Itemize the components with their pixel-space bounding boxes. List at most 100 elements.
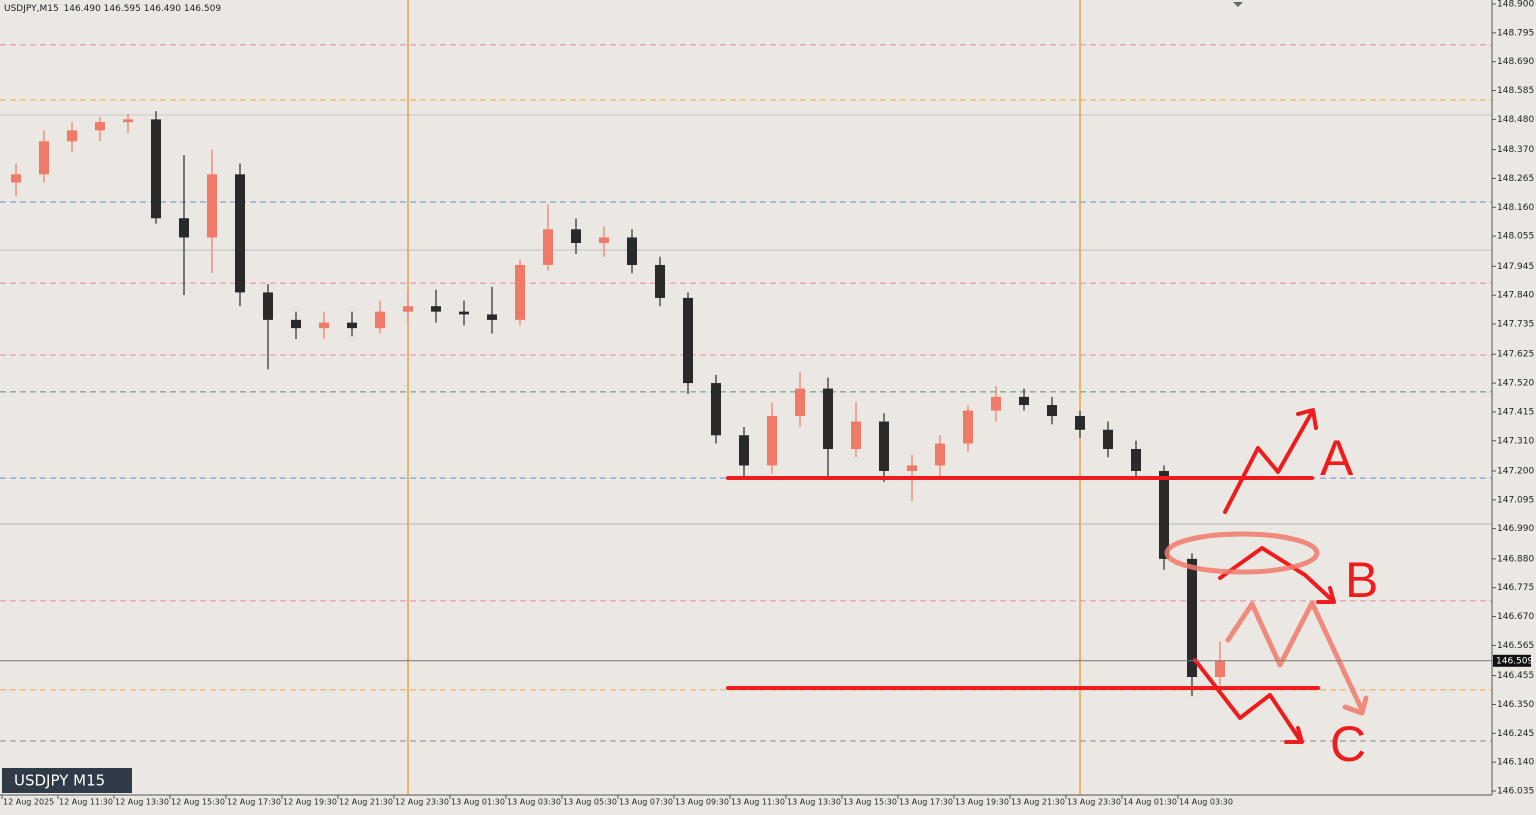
candle-body — [683, 297, 693, 384]
y-tick-label: 147.310 — [1497, 436, 1534, 446]
candle-body — [291, 319, 301, 329]
y-tick-label: 148.055 — [1497, 232, 1534, 242]
y-tick-label: 146.670 — [1497, 612, 1534, 622]
y-tick-label: 146.880 — [1497, 554, 1534, 564]
y-tick-label: 148.690 — [1497, 57, 1534, 67]
scenario-c-arrow — [1193, 658, 1304, 744]
x-tick-label: 13 Aug 15:30 — [843, 798, 897, 807]
y-tick-label: 146.140 — [1497, 758, 1534, 768]
candle-body — [179, 218, 189, 238]
candle-body — [1131, 449, 1141, 471]
candle-body — [207, 174, 217, 238]
candle-body — [235, 174, 245, 293]
y-tick-label: 147.840 — [1497, 291, 1534, 301]
candle-body — [95, 122, 105, 131]
candle-body — [823, 388, 833, 450]
y-tick-label: 146.455 — [1497, 671, 1534, 681]
candle-body — [459, 311, 469, 315]
header-low: 146.490 — [144, 4, 181, 14]
header-high: 146.595 — [104, 4, 141, 14]
x-tick-label: 14 Aug 03:30 — [1179, 798, 1233, 807]
candle-body — [67, 130, 77, 142]
candles — [11, 111, 1225, 697]
candle-body — [767, 416, 777, 466]
candle-body — [263, 292, 273, 320]
candle-body — [991, 396, 1001, 411]
x-tick-label: 13 Aug 05:30 — [563, 798, 617, 807]
candle-body — [515, 264, 525, 320]
y-tick-label: 147.095 — [1497, 495, 1534, 505]
x-tick-label: 12 Aug 17:30 — [227, 798, 281, 807]
scenario-b-arrow — [1218, 546, 1336, 604]
candle-body — [543, 229, 553, 265]
candle-body — [1215, 660, 1225, 678]
candle-body — [11, 174, 21, 183]
header: USDJPY,M15 146.490 146.595 146.490 146.5… — [4, 4, 221, 14]
candle-body — [1103, 429, 1113, 450]
symbol-box — [2, 768, 132, 793]
candle-body — [431, 306, 441, 312]
candle-body — [711, 383, 721, 436]
y-tick-label: 146.245 — [1497, 729, 1534, 739]
symbol: USDJPY,M15 — [4, 4, 59, 14]
last-price-box — [1493, 654, 1531, 667]
candle-body — [151, 119, 161, 219]
y-tick-label: 147.415 — [1497, 407, 1534, 417]
x-tick-label: 13 Aug 23:30 — [1067, 798, 1121, 807]
y-tick-label: 147.945 — [1497, 262, 1534, 272]
x-tick-label: 12 Aug 19:30 — [283, 798, 337, 807]
y-tick-label: 146.775 — [1497, 583, 1534, 593]
y-tick-label: 148.370 — [1497, 145, 1534, 155]
candle-body — [39, 141, 49, 175]
candle-body — [319, 322, 329, 329]
x-tick-label: 13 Aug 13:30 — [787, 798, 841, 807]
x-tick-label: 13 Aug 19:30 — [955, 798, 1009, 807]
candle-body — [739, 435, 749, 466]
annotation-label: B — [1345, 552, 1378, 608]
candle-body — [123, 119, 133, 123]
candle-body — [599, 237, 609, 243]
candle-body — [1047, 405, 1057, 417]
candle-body — [1159, 470, 1169, 559]
candle-body — [347, 322, 357, 329]
y-tick-label: 148.795 — [1497, 28, 1534, 38]
annotation-label: C — [1330, 716, 1366, 772]
candle-body — [907, 465, 917, 471]
highlight-ellipse — [1164, 531, 1320, 575]
header-close: 146.509 — [184, 4, 221, 14]
x-tick-label: 12 Aug 23:30 — [395, 798, 449, 807]
candle-body — [879, 421, 889, 471]
x-tick-label: 13 Aug 03:30 — [507, 798, 561, 807]
candle-body — [851, 421, 861, 450]
annotations — [726, 408, 1336, 744]
annotations-light — [1164, 531, 1369, 716]
x-tick-label: 13 Aug 21:30 — [1011, 798, 1065, 807]
x-tick-label: 12 Aug 13:30 — [115, 798, 169, 807]
candle-body — [1187, 558, 1197, 678]
x-tick-label: 12 Aug 21:30 — [339, 798, 393, 807]
x-tick-label: 12 Aug 2025 — [3, 798, 54, 807]
candle-body — [375, 311, 385, 329]
y-tick-label: 146.350 — [1497, 700, 1534, 710]
candle-body — [655, 264, 665, 298]
y-tick-label: 148.265 — [1497, 174, 1534, 184]
y-tick-label: 146.990 — [1497, 524, 1534, 534]
y-tick-label: 146.035 — [1497, 787, 1534, 797]
scenario-a-arrow — [1223, 408, 1318, 514]
candle-body — [1019, 396, 1029, 406]
candle-body — [935, 443, 945, 466]
y-tick-label: 148.480 — [1497, 115, 1534, 125]
scenario-b2-arrow — [1225, 600, 1369, 716]
y-tick-label: 148.900 — [1497, 0, 1534, 10]
x-tick-label: 13 Aug 11:30 — [731, 798, 785, 807]
annotation-label: A — [1320, 430, 1354, 486]
candle-body — [403, 306, 413, 312]
x-tick-label: 13 Aug 01:30 — [451, 798, 505, 807]
shift-marker — [1233, 2, 1243, 7]
x-tick-label: 13 Aug 17:30 — [899, 798, 953, 807]
header-open: 146.490 — [64, 4, 101, 14]
x-tick-label: 13 Aug 09:30 — [675, 798, 729, 807]
